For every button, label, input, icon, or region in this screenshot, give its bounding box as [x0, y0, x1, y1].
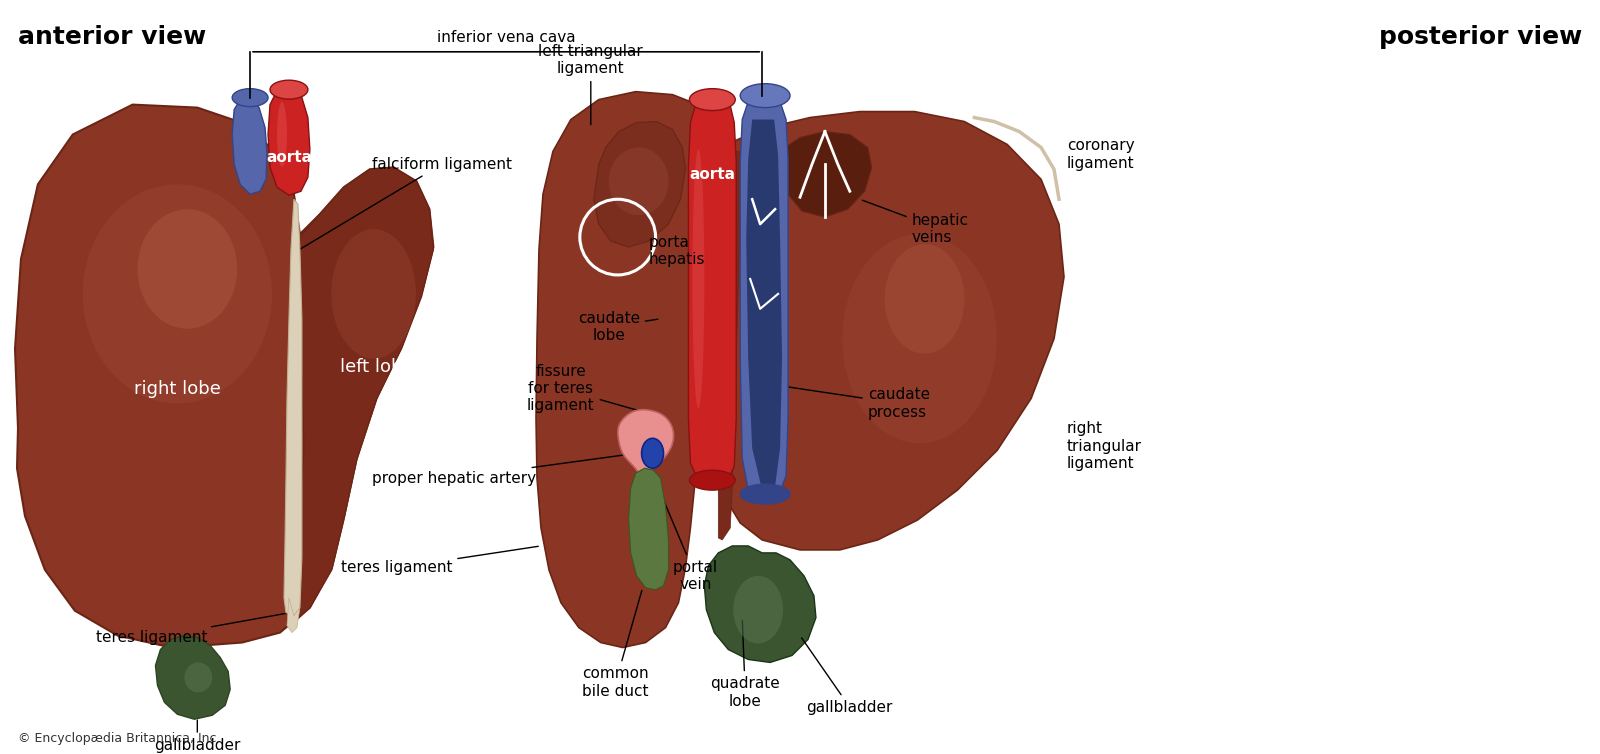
- Polygon shape: [232, 97, 267, 195]
- Ellipse shape: [690, 89, 736, 111]
- Text: fissure
for teres
ligament: fissure for teres ligament: [526, 363, 646, 413]
- Ellipse shape: [741, 484, 790, 504]
- Polygon shape: [618, 409, 674, 474]
- Text: quadrate
lobe: quadrate lobe: [710, 621, 781, 709]
- Ellipse shape: [83, 184, 272, 403]
- Text: common
bile duct: common bile duct: [582, 590, 650, 699]
- Text: porta
hepatis: porta hepatis: [648, 234, 706, 267]
- Polygon shape: [283, 199, 302, 615]
- Polygon shape: [286, 598, 299, 633]
- Text: aorta: aorta: [690, 167, 736, 182]
- Polygon shape: [594, 121, 685, 247]
- Text: caudate
process: caudate process: [787, 387, 930, 420]
- Polygon shape: [718, 112, 1064, 550]
- Ellipse shape: [232, 89, 269, 106]
- Ellipse shape: [690, 470, 736, 490]
- Ellipse shape: [741, 84, 790, 108]
- Text: teres ligament: teres ligament: [96, 613, 288, 645]
- Ellipse shape: [331, 229, 416, 359]
- Text: right lobe: right lobe: [134, 379, 221, 397]
- Ellipse shape: [842, 234, 997, 443]
- Text: proper hepatic artery: proper hepatic artery: [371, 454, 634, 486]
- Polygon shape: [536, 92, 742, 648]
- Text: inferior vena cava: inferior vena cava: [437, 30, 576, 44]
- Text: gallbladder: gallbladder: [802, 638, 893, 715]
- Text: teres ligament: teres ligament: [341, 547, 538, 575]
- Text: coronary
ligament: coronary ligament: [1067, 138, 1134, 170]
- Polygon shape: [741, 96, 789, 500]
- Ellipse shape: [270, 80, 307, 99]
- Ellipse shape: [642, 438, 664, 468]
- Ellipse shape: [733, 576, 782, 643]
- Text: posterior view: posterior view: [1379, 25, 1582, 49]
- Polygon shape: [286, 167, 434, 620]
- Ellipse shape: [693, 149, 704, 409]
- Text: caudate
lobe: caudate lobe: [578, 311, 658, 343]
- Polygon shape: [155, 636, 230, 719]
- Ellipse shape: [277, 102, 286, 167]
- Ellipse shape: [138, 209, 237, 329]
- Text: © Encyclopædia Britannica, Inc.: © Encyclopædia Britannica, Inc.: [18, 732, 221, 745]
- Ellipse shape: [885, 244, 965, 354]
- Polygon shape: [718, 149, 742, 540]
- Polygon shape: [746, 120, 782, 490]
- Text: left lobe: left lobe: [339, 357, 413, 375]
- Text: right
triangular
ligament: right triangular ligament: [1067, 421, 1142, 471]
- Text: gallbladder: gallbladder: [154, 720, 240, 752]
- Text: anterior view: anterior view: [18, 25, 206, 49]
- Polygon shape: [704, 546, 816, 663]
- Text: aorta: aorta: [266, 150, 312, 165]
- Polygon shape: [14, 105, 434, 645]
- Text: hepatic
veins: hepatic veins: [862, 201, 968, 245]
- Polygon shape: [629, 468, 669, 590]
- Text: left triangular
ligament: left triangular ligament: [539, 44, 643, 124]
- Text: portal
vein: portal vein: [659, 491, 718, 592]
- Ellipse shape: [608, 148, 669, 215]
- Text: falciform ligament: falciform ligament: [294, 157, 512, 253]
- Polygon shape: [782, 131, 872, 217]
- Polygon shape: [688, 100, 736, 488]
- Polygon shape: [269, 90, 310, 195]
- Ellipse shape: [184, 663, 213, 692]
